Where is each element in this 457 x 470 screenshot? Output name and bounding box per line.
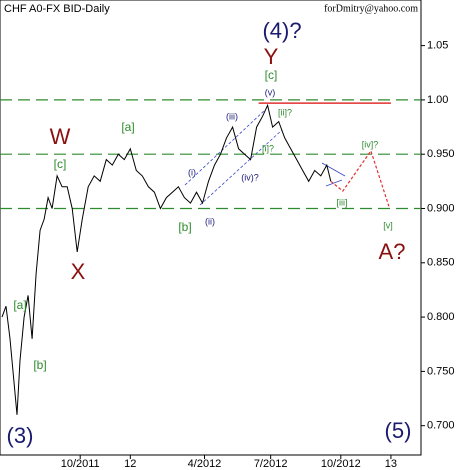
- wave-label: [iv]?: [362, 139, 379, 149]
- wave-labels: (4)? Y [c] (v) W [c] [a] X [a] [b] (3) (…: [7, 18, 412, 448]
- x-tick-label: 4/2012: [188, 458, 222, 470]
- source: forDmitry@yahoo.com: [324, 3, 418, 14]
- projection-line: [330, 149, 390, 207]
- wave-label: [i]?: [262, 143, 274, 153]
- wave-label: [a]: [13, 298, 26, 312]
- y-tick-label: 1.05: [427, 40, 448, 52]
- wave-label: [b]: [33, 358, 46, 372]
- wave-label: (4)?: [262, 18, 301, 43]
- price-line: [1, 103, 332, 415]
- wave-label: [iii]: [337, 197, 348, 207]
- channel-line: [184, 109, 266, 186]
- wave-label: [ii]?: [278, 107, 292, 117]
- y-tick-label: 0.750: [427, 365, 455, 377]
- wave-label: Y: [264, 44, 279, 69]
- wave-label: (3): [7, 423, 34, 448]
- wave-label: (5): [385, 418, 412, 443]
- x-tick-label: 10/2011: [61, 458, 100, 470]
- wedge-line: [321, 162, 346, 177]
- wedge-line: [325, 179, 343, 187]
- x-tick-label: 7/2012: [254, 458, 288, 470]
- channel: [184, 109, 283, 206]
- x-tick-label: 13: [385, 458, 397, 470]
- y-tick-label: 1.00: [427, 94, 448, 106]
- wave-label: [a]: [121, 120, 134, 134]
- y-tick-label: 0.850: [427, 257, 455, 269]
- wave-label: X: [71, 259, 86, 284]
- wave-label: [v]: [383, 220, 393, 230]
- x-tick-label: 12: [124, 458, 136, 470]
- y-tick-label: 0.800: [427, 311, 455, 323]
- y-tick-label: 0.900: [427, 202, 455, 214]
- x-tick-label: 10/2012: [321, 458, 361, 470]
- chart-title: CHF A0-FX BID-Daily: [4, 3, 110, 15]
- plot-frame: [0, 0, 422, 456]
- wave-label: [c]: [265, 68, 278, 82]
- wave-label: (iii): [226, 111, 238, 121]
- y-tick-label: 0.950: [427, 148, 455, 160]
- wave-label: (ii): [205, 216, 215, 226]
- wedge: [321, 162, 346, 187]
- wave-label: W: [50, 124, 71, 149]
- wave-label: [b]: [178, 220, 191, 234]
- wave-label: [c]: [54, 157, 67, 171]
- wave-label: (iv)?: [241, 172, 259, 182]
- wave-label: (v): [265, 87, 276, 97]
- wave-label: A?: [379, 239, 406, 264]
- y-tick-label: 0.700: [427, 420, 455, 432]
- channel-line: [199, 129, 283, 206]
- wave-label: (i): [188, 167, 196, 177]
